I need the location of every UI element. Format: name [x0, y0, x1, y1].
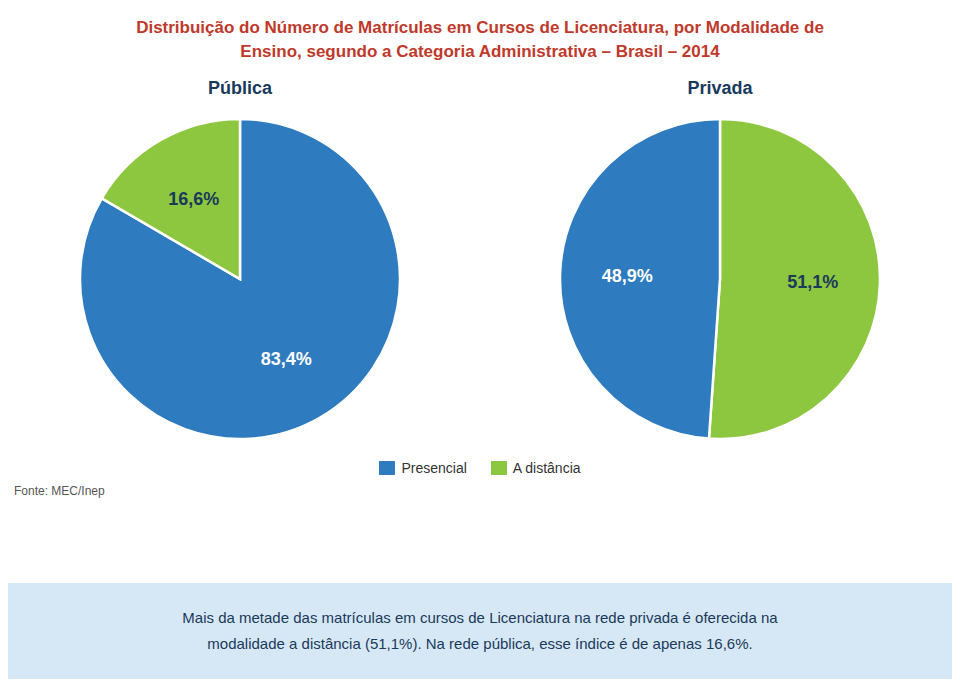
html-text:Mais da metade das matrículas: Mais da metade das matrículas em cursos … — [182, 609, 778, 626]
svg-text:16,6%: 16,6% — [168, 189, 219, 209]
html-text:Pública: Pública — [208, 78, 272, 98]
html-text:A distância: A distância — [512, 460, 581, 476]
svg-text:83,4%: 83,4% — [261, 349, 312, 369]
svg-text:51,1%: 51,1% — [787, 272, 838, 292]
html-text:Presencial: Presencial — [401, 460, 467, 476]
html-text:Privada: Privada — [687, 78, 753, 98]
html-text:Fonte: MEC/Inep: Fonte: MEC/Inep — [14, 484, 105, 498]
html-text:Distribuição do Número de Matr: Distribuição do Número de Matrículas em … — [136, 18, 824, 37]
html-text:Ensino, segundo a Categoria Ad: Ensino, segundo a Categoria Administrati… — [240, 42, 720, 61]
html-text:modalidade a distância (51,1%): modalidade a distância (51,1%). Na rede … — [207, 635, 753, 652]
svg-text:48,9%: 48,9% — [602, 266, 653, 286]
